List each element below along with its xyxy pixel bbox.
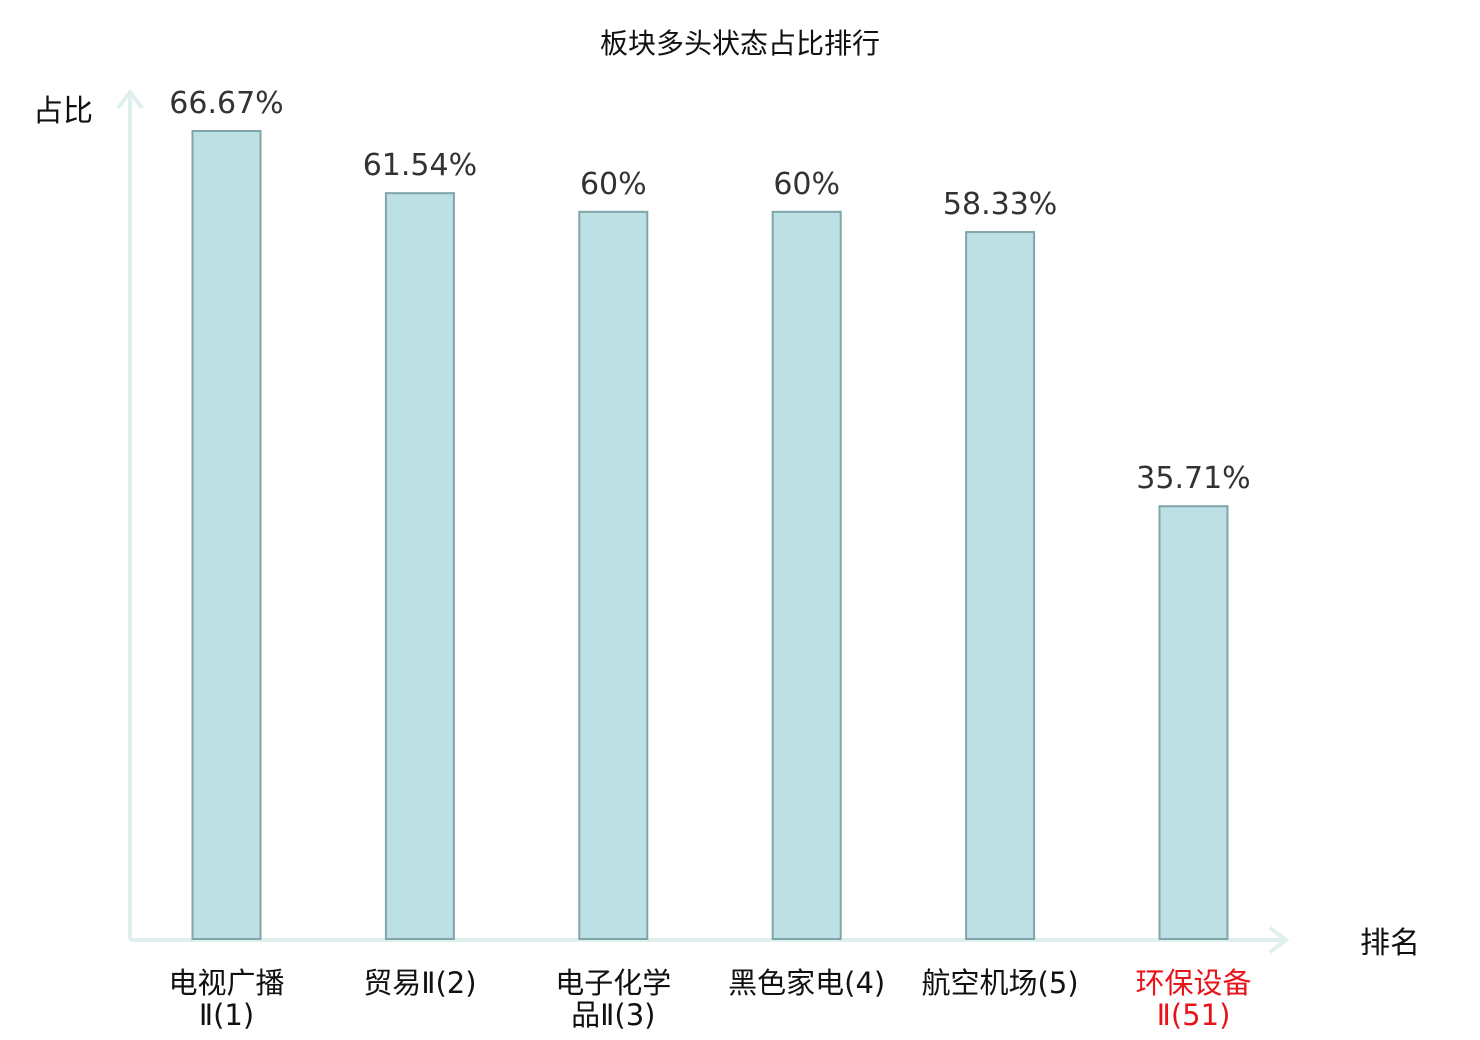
category-label: 航空机场(5)	[922, 966, 1079, 1000]
category-label-line2: Ⅱ(51)	[1157, 998, 1231, 1032]
bar	[771, 210, 842, 940]
bar-value-label: 35.71%	[1136, 461, 1250, 496]
bar-value-label: 60%	[773, 167, 840, 202]
bar-value-label: 61.54%	[363, 148, 477, 183]
category-label: 环保设备	[1135, 966, 1251, 1000]
category-label: 电视广播	[168, 966, 284, 1000]
category-label-line2: Ⅱ(1)	[199, 998, 254, 1032]
category-label: 黑色家电(4)	[728, 966, 885, 1000]
bar	[578, 210, 649, 940]
bar	[384, 192, 455, 940]
category-label: 贸易Ⅱ(2)	[363, 966, 476, 1000]
y-axis-label: 占比	[33, 94, 93, 129]
bars-group	[191, 130, 1229, 940]
bar	[1158, 505, 1229, 940]
bar-value-label: 58.33%	[943, 187, 1057, 222]
category-label-line2: 品Ⅱ(3)	[571, 998, 655, 1032]
bar	[965, 231, 1036, 940]
bar	[191, 130, 262, 940]
bar-value-label: 66.67%	[169, 86, 283, 121]
x-axis	[130, 926, 1290, 954]
chart-title: 板块多头状态占比排行	[600, 27, 880, 60]
value-labels-group: 66.67% 61.54% 60% 60% 58.33% 35.71%	[169, 86, 1250, 496]
y-axis	[116, 88, 144, 940]
bar-value-label: 60%	[580, 167, 647, 202]
category-label: 电子化学	[555, 966, 671, 1000]
x-axis-label: 排名	[1360, 926, 1420, 961]
